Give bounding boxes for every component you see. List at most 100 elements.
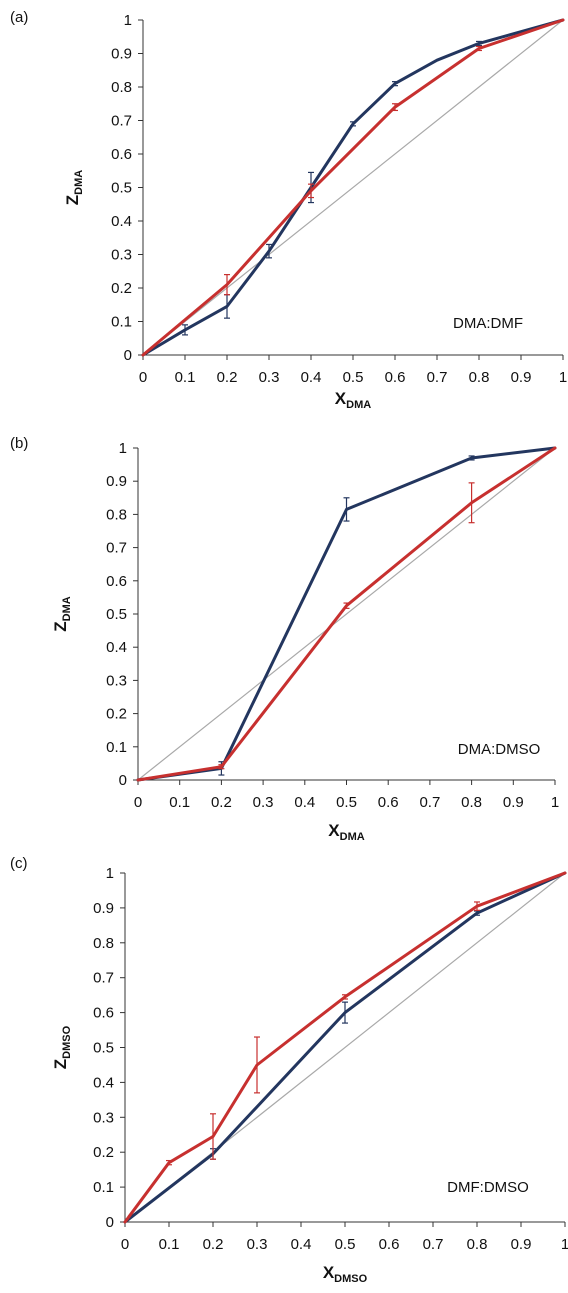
error-bar <box>342 1001 348 1024</box>
x-tick-label: 0.3 <box>259 369 280 386</box>
error-bar <box>218 764 225 770</box>
y-tick-label: 0.8 <box>111 79 132 96</box>
panel-label: (c) <box>10 855 28 872</box>
error-bar <box>468 482 475 524</box>
error-bar <box>343 602 350 609</box>
y-tick-label: 0.3 <box>106 672 127 689</box>
error-bar <box>166 1159 172 1166</box>
panel-c: (c) 0 0.1 0.2 0.3 0.4 0.5 0.6 0.7 0.8 0.9 1 0 0.1 0.2 0… <box>10 855 568 1285</box>
x-tick-label: 0.9 <box>511 369 532 386</box>
panel-a: (a) 0 0.1 0.2 0.3 0.4 0.5 0.6 0.7 0.8 0.9 1 0 0.1 0.2 0… <box>10 9 567 411</box>
error-bar <box>308 183 314 199</box>
error-bar <box>476 45 482 52</box>
x-tick-label: 0.8 <box>469 369 490 386</box>
x-axis-title-subscript: DMA <box>346 399 371 411</box>
x-tick-label: 0 <box>134 794 142 811</box>
y-tick-label: 0.9 <box>93 900 114 917</box>
y-tick-label: 0 <box>119 772 127 789</box>
y-tick-label: 0.2 <box>111 280 132 297</box>
y-tick-label: 0.3 <box>93 1109 114 1126</box>
system-annotation: DMA:DMF <box>453 315 523 332</box>
y-tick-label: 0.7 <box>106 540 127 557</box>
x-tick-label: 0.3 <box>253 794 274 811</box>
error-bar <box>476 40 482 47</box>
y-axis-title: ZDMA <box>51 596 73 631</box>
y-tick-label: 0.1 <box>93 1179 114 1196</box>
x-tick-label: 0.7 <box>423 1236 444 1253</box>
y-tick-label: 0.5 <box>93 1040 114 1057</box>
error-bar <box>342 994 348 1000</box>
x-tick-label: 0.8 <box>461 794 482 811</box>
y-axis-title-subscript: DMA <box>61 596 73 621</box>
y-tick-label: 0.6 <box>106 573 127 590</box>
x-tick-label: 0.5 <box>335 1236 356 1253</box>
x-axis-title-main: X <box>335 389 347 408</box>
x-axis-title-main: X <box>328 821 340 840</box>
y-tick-label: 0.9 <box>111 46 132 63</box>
y-tick-label: 0.1 <box>106 739 127 756</box>
x-tick-label: 0.1 <box>175 369 196 386</box>
series-line-red <box>141 18 565 357</box>
x-axis-title: XDMSO <box>323 1263 368 1285</box>
y-tick-label: 0.3 <box>111 247 132 264</box>
x-tick-label: 0.1 <box>159 1236 180 1253</box>
x-tick-label: 0.4 <box>301 369 322 386</box>
y-axis-title: ZDMA <box>63 170 85 205</box>
y-tick-label: 1 <box>106 865 114 882</box>
panel-label: (a) <box>10 9 28 26</box>
y-tick-label: 0.2 <box>93 1144 114 1161</box>
error-bar <box>182 324 188 336</box>
x-axis-title-main: X <box>323 1263 335 1282</box>
y-tick-label: 1 <box>119 440 127 457</box>
y-axis-title-subscript: DMSO <box>61 1025 73 1058</box>
y-tick-label: 0 <box>124 347 132 364</box>
x-axis-title: XDMA <box>335 389 371 411</box>
diagonal-reference-line <box>142 19 564 356</box>
error-bar <box>210 1113 216 1160</box>
error-bar <box>392 81 398 87</box>
x-axis-title-subscript: DMA <box>340 831 365 843</box>
y-tick-label: 0.7 <box>111 113 132 130</box>
x-tick-label: 1 <box>559 369 567 386</box>
series-line-blue <box>141 18 565 357</box>
x-tick-label: 1 <box>561 1236 568 1253</box>
x-tick-label: 0 <box>121 1236 129 1253</box>
system-annotation: DMA:DMSO <box>458 741 541 758</box>
y-tick-label: 0.6 <box>111 146 132 163</box>
y-tick-label: 0.1 <box>111 314 132 331</box>
x-tick-label: 0.6 <box>385 369 406 386</box>
x-axis-title-subscript: DMSO <box>334 1273 367 1285</box>
y-axis-title-main: Z <box>51 621 70 631</box>
x-tick-label: 0.5 <box>336 794 357 811</box>
x-tick-label: 0.2 <box>217 369 238 386</box>
panel-b: (b) 0 0.1 0.2 0.3 0.4 0.5 0.6 0.7 0.8 0.9 1 0 0.1 0.2 0… <box>10 435 559 843</box>
x-tick-label: 0.4 <box>291 1236 312 1253</box>
y-axis-title-main: Z <box>51 1059 70 1069</box>
panel-label: (b) <box>10 435 28 452</box>
error-bar <box>343 497 350 522</box>
x-tick-label: 0.6 <box>379 1236 400 1253</box>
error-bar <box>474 910 480 916</box>
x-tick-label: 0.2 <box>203 1236 224 1253</box>
x-tick-label: 0.4 <box>294 794 315 811</box>
y-tick-label: 0.4 <box>93 1074 114 1091</box>
error-bar <box>474 901 480 911</box>
error-bar <box>224 274 230 296</box>
x-tick-label: 0 <box>139 369 147 386</box>
x-tick-label: 0.9 <box>511 1236 532 1253</box>
y-tick-label: 0.9 <box>106 473 127 490</box>
x-tick-label: 0.3 <box>247 1236 268 1253</box>
y-tick-label: 0.5 <box>106 606 127 623</box>
y-tick-label: 0.5 <box>111 180 132 197</box>
error-bar <box>266 243 272 259</box>
y-tick-label: 0.6 <box>93 1005 114 1022</box>
y-axis-title-main: Z <box>63 195 82 205</box>
y-axis-title: ZDMSO <box>51 1025 73 1069</box>
error-bar <box>254 1036 260 1094</box>
x-tick-label: 0.5 <box>343 369 364 386</box>
x-tick-label: 0.6 <box>378 794 399 811</box>
system-annotation: DMF:DMSO <box>447 1179 529 1196</box>
y-tick-label: 0.8 <box>93 935 114 952</box>
